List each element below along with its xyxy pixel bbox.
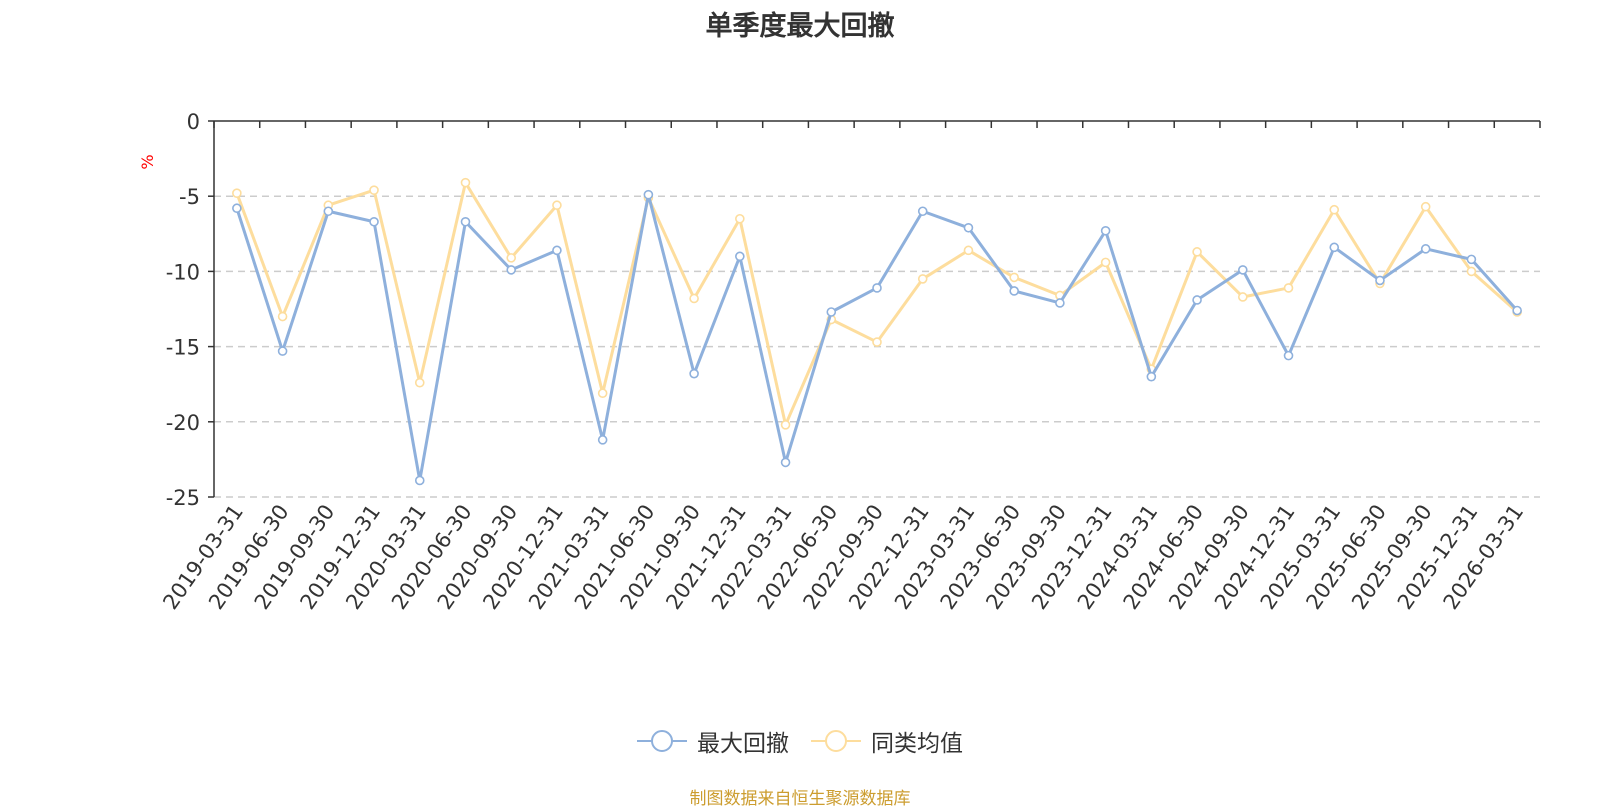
legend-label-series-1: 最大回撤 — [697, 731, 789, 757]
data-point-series-1 — [1146, 371, 1157, 382]
data-point-series-2 — [1466, 266, 1477, 277]
data-point-series-1 — [1100, 225, 1111, 236]
data-point-series-2 — [735, 213, 745, 224]
y-tick-label: -15 — [166, 336, 200, 360]
data-point-series-1 — [506, 265, 517, 275]
data-source-note: 制图数据来自恒生聚源数据库 — [689, 789, 911, 809]
data-point-series-1 — [780, 457, 791, 468]
data-point-series-2 — [963, 245, 974, 256]
data-point-series-2 — [780, 420, 791, 430]
data-point-series-2 — [1009, 272, 1019, 283]
y-tick-label: -5 — [179, 185, 200, 209]
data-point-series-1 — [323, 206, 334, 217]
series — [232, 177, 1522, 486]
y-tick-label: 0 — [187, 110, 200, 134]
data-point-series-2 — [1329, 204, 1340, 215]
data-point-series-2 — [1420, 201, 1431, 212]
series-line-2 — [235, 181, 1519, 427]
y-tick-label: -25 — [166, 486, 200, 510]
axes: 0-5-10-15-20-252019-03-312019-06-302019-… — [158, 110, 1541, 614]
data-point-series-1 — [689, 368, 699, 379]
data-point-series-2 — [460, 177, 471, 188]
legend-item-series-2[interactable]: 同类均值 — [811, 724, 963, 758]
data-point-series-2 — [369, 185, 379, 195]
data-point-series-2 — [506, 253, 517, 263]
data-point-series-2 — [689, 293, 699, 304]
data-point-series-1 — [917, 206, 928, 217]
data-point-series-2 — [552, 200, 562, 211]
data-point-series-1 — [460, 216, 471, 227]
data-point-series-2 — [917, 274, 928, 284]
data-point-series-2 — [597, 388, 608, 399]
data-point-series-2 — [872, 337, 882, 347]
chart-legend: 最大回撤 同类均值 — [0, 724, 1600, 758]
data-point-series-1 — [1329, 242, 1340, 253]
data-point-series-2 — [1237, 292, 1248, 302]
data-point-series-1 — [232, 203, 242, 214]
y-tick-label: -20 — [166, 411, 200, 435]
data-point-series-2 — [1100, 257, 1111, 268]
data-point-series-1 — [1466, 254, 1477, 265]
data-point-series-1 — [277, 346, 288, 356]
data-point-series-2 — [414, 377, 425, 388]
legend-line-circle-icon — [637, 730, 687, 752]
data-point-series-1 — [826, 307, 837, 317]
data-point-series-1 — [735, 251, 745, 262]
data-point-series-1 — [1512, 305, 1522, 316]
data-point-series-1 — [872, 283, 882, 293]
data-point-series-1 — [1420, 244, 1431, 254]
chart-title: 单季度最大回撤 — [705, 11, 895, 42]
legend-label-series-2: 同类均值 — [871, 731, 963, 757]
data-point-series-1 — [963, 222, 974, 233]
data-point-series-1 — [1009, 286, 1019, 296]
data-point-series-1 — [597, 435, 608, 445]
y-tick-label: -10 — [166, 260, 200, 284]
data-point-series-2 — [1192, 247, 1202, 257]
data-point-series-1 — [1192, 295, 1202, 305]
data-point-series-2 — [277, 311, 288, 322]
legend-line-circle-icon — [811, 730, 861, 752]
data-point-series-1 — [643, 189, 654, 200]
data-point-series-2 — [1283, 283, 1294, 293]
data-point-series-1 — [552, 245, 562, 256]
y-axis-unit-label: % — [138, 154, 157, 169]
data-point-series-1 — [1375, 275, 1385, 286]
data-point-series-1 — [414, 475, 425, 486]
data-point-series-1 — [1055, 298, 1065, 308]
data-point-series-1 — [1283, 350, 1294, 361]
data-point-series-2 — [232, 188, 242, 198]
data-point-series-1 — [369, 216, 379, 227]
data-point-series-1 — [1237, 265, 1248, 275]
legend-item-series-1[interactable]: 最大回撤 — [637, 724, 789, 758]
